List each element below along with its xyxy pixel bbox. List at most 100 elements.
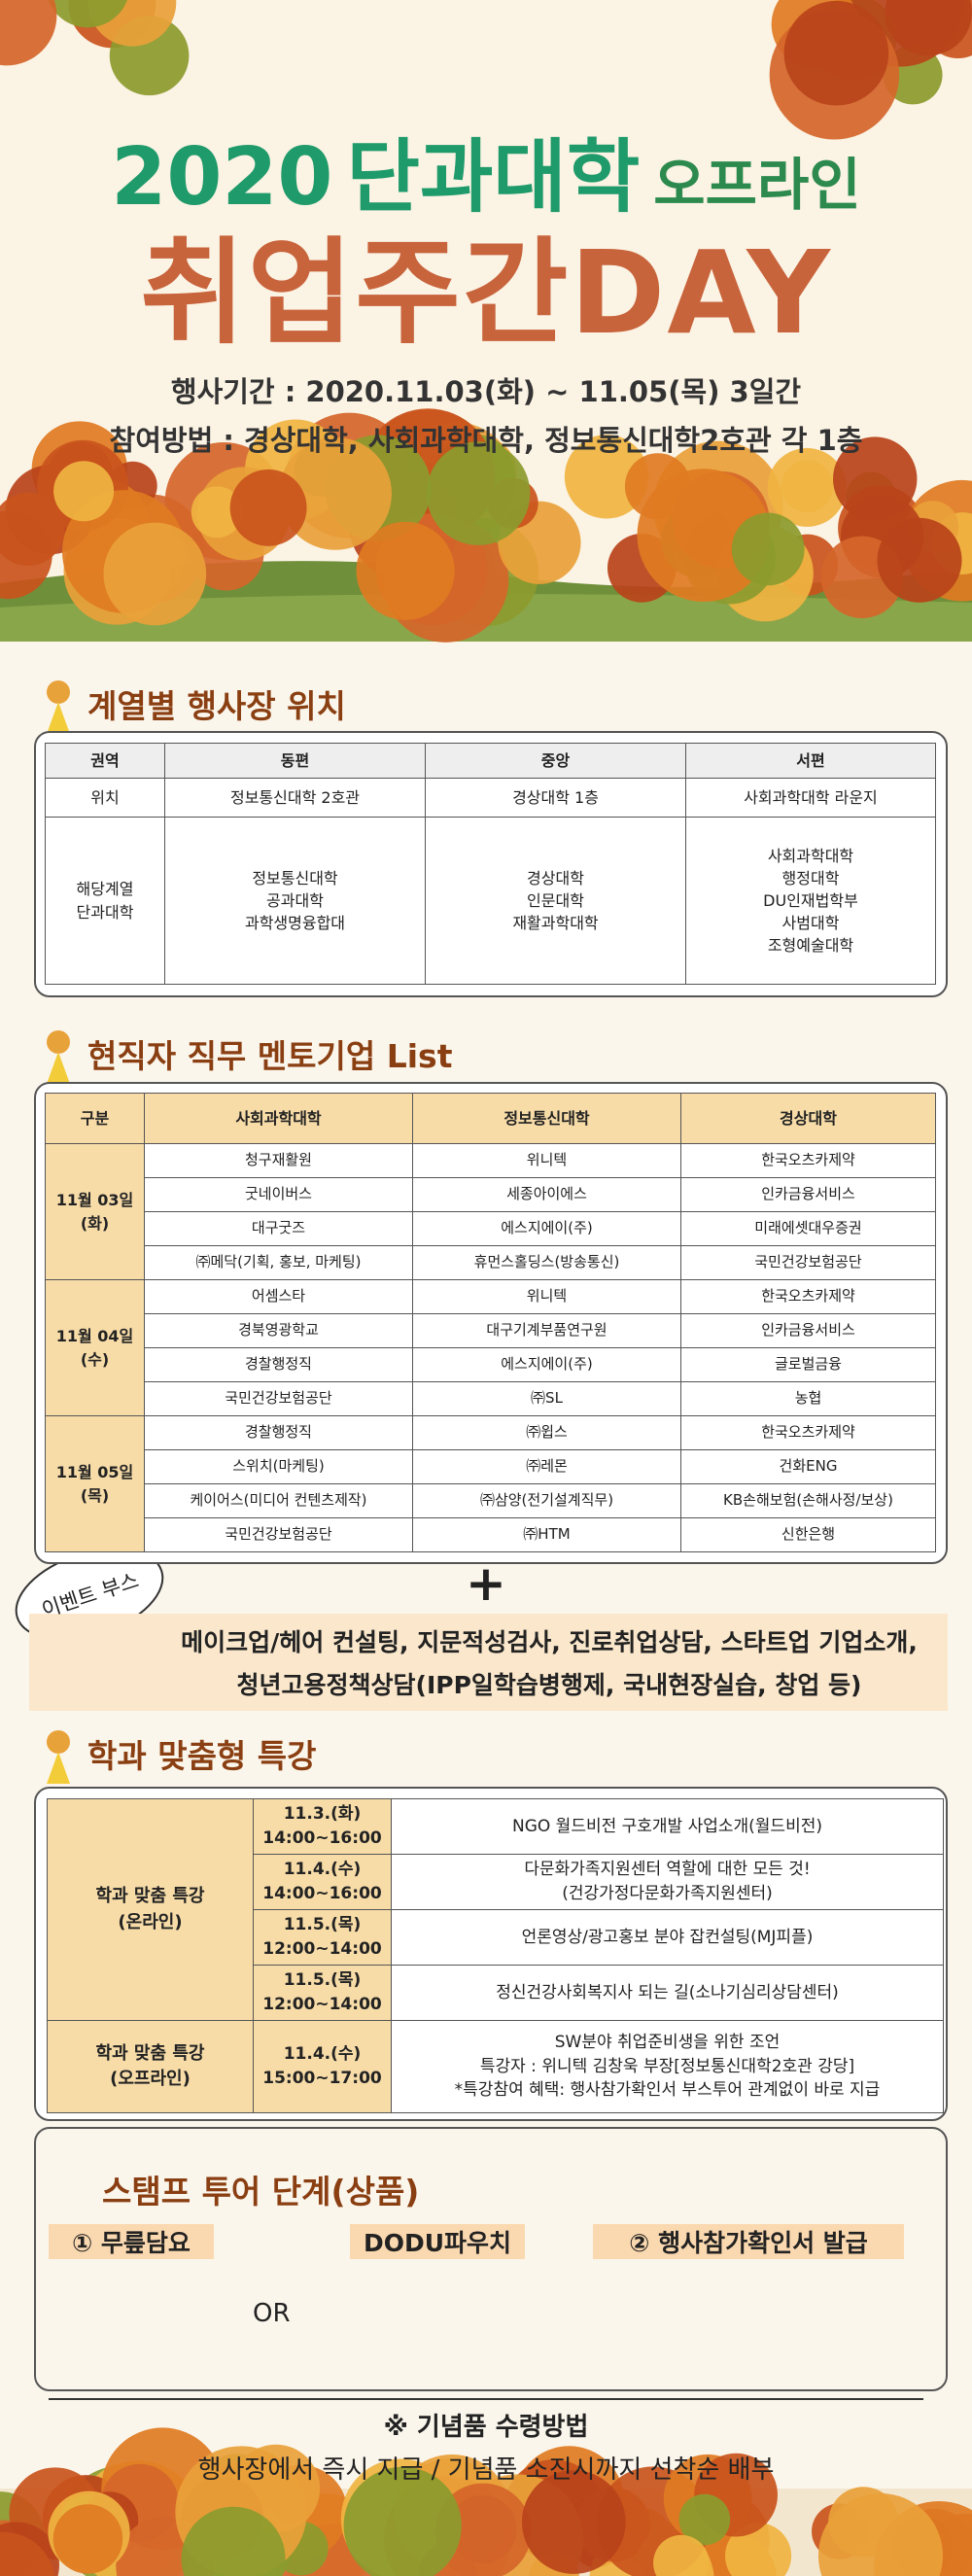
company: 한국오츠카제약 bbox=[680, 1279, 936, 1314]
tree bbox=[521, 2470, 626, 2574]
cell: 경상대학 1층 bbox=[425, 778, 686, 818]
icon-head bbox=[47, 1030, 70, 1054]
section-heading: 계열별 행사장 위치 bbox=[87, 687, 346, 725]
lecture-time: 11.4.(수) 14:00~16:00 bbox=[253, 1854, 392, 1910]
cell-text: 11월 04일 bbox=[55, 1327, 134, 1346]
day-cell: 11월 05일 (목) bbox=[45, 1415, 145, 1552]
tree bbox=[767, 447, 847, 527]
cell-text: 12:00~14:00 bbox=[262, 1995, 382, 2014]
company: 인카금융서비스 bbox=[680, 1177, 936, 1212]
lecture-table: 학과 맞춤 특강 (온라인) 11.3.(화) 14:00~16:00 NGO 월드비전… bbox=[47, 1798, 944, 2113]
tree bbox=[229, 469, 307, 546]
company: ㈜메닥(기획, 홍보, 마케팅) bbox=[144, 1245, 413, 1280]
cell-text: 14:00~16:00 bbox=[262, 1828, 382, 1848]
company: 경북영광학교 bbox=[144, 1313, 413, 1348]
cell: 사회과학대학 라운지 bbox=[685, 778, 936, 818]
cell-text: (오프라인) bbox=[110, 2069, 191, 2089]
cell-text: 11.4.(수) bbox=[283, 2044, 362, 2065]
company: 인카금융서비스 bbox=[680, 1313, 936, 1348]
company: 농협 bbox=[680, 1381, 936, 1416]
cell-text: 언론영상/광고홍보 분야 잡컨설팅(MJ피플) bbox=[521, 1927, 814, 1947]
row: 학과 맞춤 특강 (오프라인) 11.4.(수) 15:00~17:00 SW분야 취업… bbox=[47, 2020, 944, 2113]
cell-text: 위치 bbox=[90, 787, 120, 807]
cell-text: 특강자 : 위니텍 김창욱 부장[정보통신대학2호관 강당] bbox=[479, 2056, 855, 2076]
cell-text: 11.3.(화) bbox=[283, 1804, 362, 1825]
cell: 경상대학 인문대학 재활과학대학 bbox=[425, 817, 686, 985]
row: 케이어스(미디어 컨텐츠제작) ㈜삼양(전기설계직무) KB손해보험(손해사정/보상… bbox=[46, 1483, 936, 1518]
company: ㈜HTM bbox=[412, 1517, 681, 1552]
lecture-time: 11.5.(목) 12:00~14:00 bbox=[253, 1909, 392, 1966]
cell-text: 학과 맞춤 특강 bbox=[95, 1886, 205, 1907]
cell-text: 정보통신대학 bbox=[252, 868, 338, 888]
header-cell: 정보통신대학 bbox=[412, 1093, 681, 1144]
cell-text: 해당계열 bbox=[76, 880, 134, 899]
row: 해당계열 단과대학 정보통신대학 공과대학 과학생명융합대 경상대학 인문대학 재활과학대학 사… bbox=[45, 817, 936, 985]
tree bbox=[48, 0, 127, 28]
company: 위니텍 bbox=[412, 1143, 681, 1178]
header-row: 권역 동편 중앙 서편 bbox=[45, 743, 936, 779]
tree bbox=[0, 0, 57, 66]
cell-text: 14:00~16:00 bbox=[262, 1884, 382, 1903]
tree bbox=[877, 517, 962, 603]
cell-text: 행정대학 bbox=[781, 868, 840, 888]
company: 스위치(마케팅) bbox=[144, 1449, 413, 1484]
company: 에스지에이(주) bbox=[412, 1211, 681, 1246]
cell-text: 15:00~17:00 bbox=[262, 2069, 382, 2088]
row: 위치 정보통신대학 2호관 경상대학 1층 사회과학대학 라운지 bbox=[45, 778, 936, 818]
cell-text: (수) bbox=[80, 1349, 110, 1369]
tree bbox=[343, 2466, 462, 2576]
prize-label: ② 행사참가확인서 발급 bbox=[593, 2224, 904, 2259]
cell-text: (목) bbox=[80, 1485, 110, 1505]
company: 신한은행 bbox=[680, 1517, 936, 1552]
tree bbox=[678, 2493, 731, 2546]
cell-text: 정보통신대학 2호관 bbox=[229, 787, 361, 807]
tree bbox=[53, 461, 115, 522]
cell-text: 11.4.(수) bbox=[283, 1860, 362, 1880]
cell-text: (온라인) bbox=[118, 1911, 183, 1932]
cell-text: 경상대학 1층 bbox=[512, 787, 599, 807]
company: 케이어스(미디어 컨텐츠제작) bbox=[144, 1483, 413, 1518]
company: 어셈스타 bbox=[144, 1279, 413, 1314]
prize-label: ① 무릎담요 bbox=[49, 2224, 214, 2259]
row: 대구굿즈 에스지에이(주) 미래에셋대우증권 bbox=[46, 1211, 936, 1246]
header-cell: 중앙 bbox=[425, 743, 686, 779]
icon-body bbox=[47, 702, 70, 734]
row: 국민건강보험공단 ㈜HTM 신한은행 bbox=[46, 1517, 936, 1552]
company: 국민건강보험공단 bbox=[680, 1245, 936, 1280]
row: ㈜메닥(기획, 홍보, 마케팅) 휴먼스홀딩스(방송통신) 국민건강보험공단 bbox=[46, 1245, 936, 1280]
row: 굿네이버스 세종아이에스 인카금융서비스 bbox=[46, 1177, 936, 1212]
company: 글로벌금융 bbox=[680, 1347, 936, 1382]
prize-label: DODU파우치 bbox=[350, 2224, 525, 2259]
cell: 해당계열 단과대학 bbox=[45, 817, 165, 985]
lecture-time: 11.5.(목) 12:00~14:00 bbox=[253, 1965, 392, 2021]
company: 세종아이에스 bbox=[412, 1177, 681, 1212]
day-cell: 11월 03일 (화) bbox=[45, 1143, 145, 1280]
cell-text: 공과대학 bbox=[266, 890, 324, 910]
company: KB손해보험(손해사정/보상) bbox=[680, 1483, 936, 1518]
cell-text: DU인재법학부 bbox=[763, 890, 858, 910]
cell-text: NGO 월드비전 구호개발 사업소개(월드비전) bbox=[512, 1816, 822, 1836]
cell-text: 사회과학대학 라운지 bbox=[744, 787, 878, 807]
tree bbox=[0, 2531, 55, 2576]
tree bbox=[434, 2483, 532, 2576]
row: 11월 04일 (수) 어셈스타 위니텍 한국오츠카제약 bbox=[45, 1279, 936, 1416]
event-line: 청년고용정책상담(IPP일학습병행제, 국내현장실습, 창업 등) bbox=[236, 1671, 862, 1699]
section-heading: 현직자 직무 멘토기업 List bbox=[87, 1037, 453, 1075]
cell-text: 학과 맞춤 특강 bbox=[95, 2042, 205, 2064]
title-line: 2020 단과대학 오프라인 bbox=[0, 112, 972, 227]
tree bbox=[832, 436, 918, 521]
footer-line: ※ 기념품 수령방법 bbox=[383, 2413, 589, 2442]
cell-text: 인문대학 bbox=[527, 890, 584, 910]
tree bbox=[279, 436, 392, 550]
tree bbox=[885, 0, 972, 56]
company: ㈜SL bbox=[412, 1381, 681, 1416]
cell-text: 조형예술대학 bbox=[767, 936, 854, 956]
row: 11월 03일 (화) 청구재활원 위니텍 한국오츠카제약 bbox=[45, 1143, 936, 1280]
lecture-type: 학과 맞춤 특강 (온라인) bbox=[47, 1798, 254, 2021]
plus: + bbox=[466, 1555, 506, 1612]
cell-text: 다문화가족지원센터 역할에 대한 모든 것! bbox=[524, 1860, 811, 1880]
lecture-content: NGO 월드비전 구호개발 사업소개(월드비전) bbox=[391, 1798, 944, 1855]
header-cell: 경상대학 bbox=[680, 1093, 936, 1144]
row: 11월 05일 (목) 경찰행정직 ㈜윕스 한국오츠카제약 bbox=[45, 1415, 936, 1552]
